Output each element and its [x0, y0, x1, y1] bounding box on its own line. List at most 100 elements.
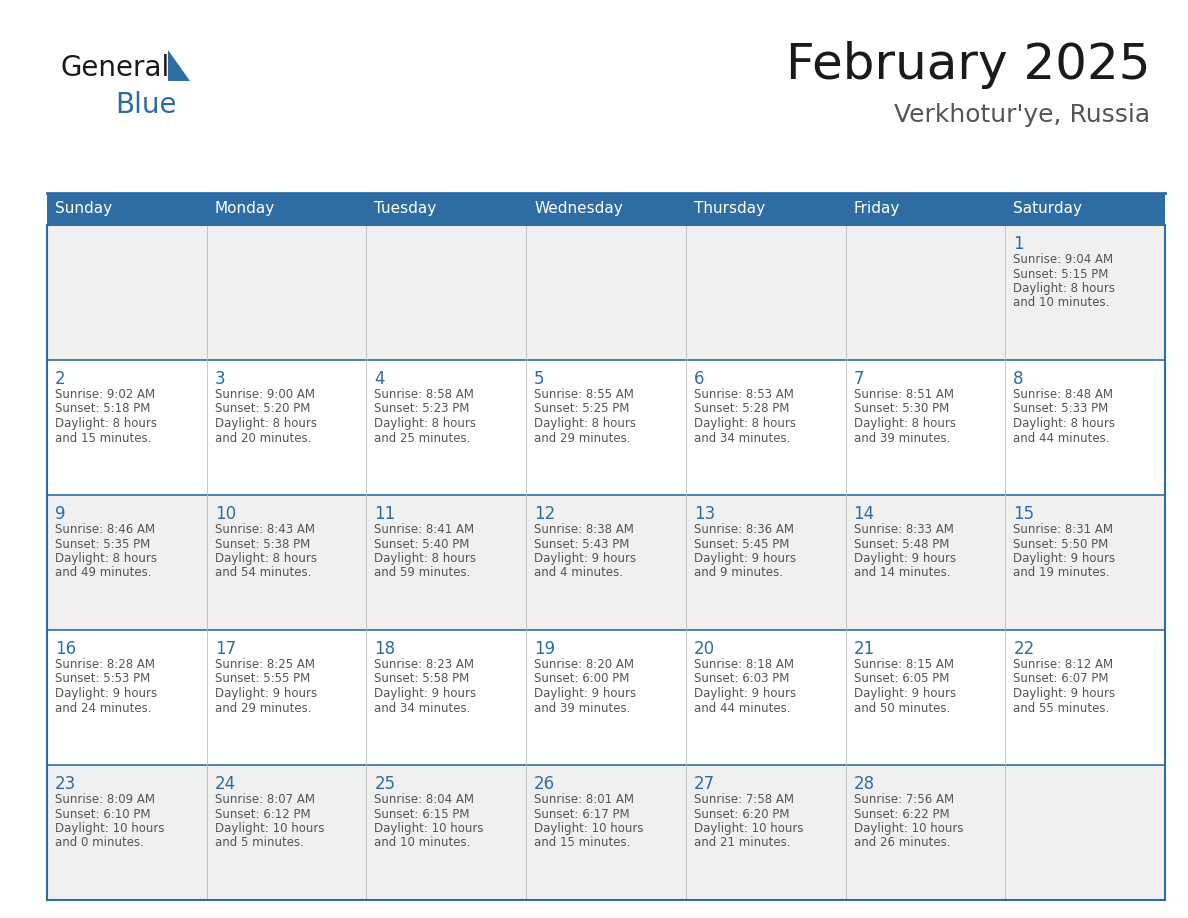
- Text: Sunset: 5:25 PM: Sunset: 5:25 PM: [535, 402, 630, 416]
- Text: Sunset: 5:28 PM: Sunset: 5:28 PM: [694, 402, 789, 416]
- Text: Daylight: 9 hours: Daylight: 9 hours: [1013, 552, 1116, 565]
- Text: 8: 8: [1013, 370, 1024, 388]
- Text: and 59 minutes.: and 59 minutes.: [374, 566, 470, 579]
- Text: and 54 minutes.: and 54 minutes.: [215, 566, 311, 579]
- Text: and 25 minutes.: and 25 minutes.: [374, 431, 470, 444]
- Text: 10: 10: [215, 505, 236, 523]
- Text: and 15 minutes.: and 15 minutes.: [55, 431, 151, 444]
- Text: Sunrise: 8:43 AM: Sunrise: 8:43 AM: [215, 523, 315, 536]
- Text: and 19 minutes.: and 19 minutes.: [1013, 566, 1110, 579]
- Text: Sunrise: 8:23 AM: Sunrise: 8:23 AM: [374, 658, 474, 671]
- Text: Sunrise: 7:56 AM: Sunrise: 7:56 AM: [853, 793, 954, 806]
- Bar: [48, 495, 207, 630]
- Text: and 34 minutes.: and 34 minutes.: [374, 701, 470, 714]
- Bar: [526, 765, 685, 900]
- Bar: [48, 225, 207, 360]
- Text: Sunset: 5:50 PM: Sunset: 5:50 PM: [1013, 538, 1108, 551]
- Text: Sunset: 5:18 PM: Sunset: 5:18 PM: [55, 402, 151, 416]
- Text: Daylight: 9 hours: Daylight: 9 hours: [1013, 687, 1116, 700]
- Text: Sunrise: 8:07 AM: Sunrise: 8:07 AM: [215, 793, 315, 806]
- Text: Sunrise: 8:55 AM: Sunrise: 8:55 AM: [535, 388, 634, 401]
- Text: Verkhotur'ye, Russia: Verkhotur'ye, Russia: [893, 103, 1150, 127]
- Bar: [846, 495, 1005, 630]
- Text: Daylight: 10 hours: Daylight: 10 hours: [215, 822, 324, 835]
- Text: Sunrise: 8:33 AM: Sunrise: 8:33 AM: [853, 523, 954, 536]
- Text: Sunrise: 8:09 AM: Sunrise: 8:09 AM: [55, 793, 154, 806]
- Text: Sunset: 5:58 PM: Sunset: 5:58 PM: [374, 673, 469, 686]
- Text: Sunday: Sunday: [55, 201, 112, 217]
- Text: Sunrise: 9:04 AM: Sunrise: 9:04 AM: [1013, 253, 1113, 266]
- Text: Sunset: 5:55 PM: Sunset: 5:55 PM: [215, 673, 310, 686]
- Text: 23: 23: [55, 775, 76, 793]
- Text: Daylight: 8 hours: Daylight: 8 hours: [215, 552, 317, 565]
- Text: Sunrise: 8:31 AM: Sunrise: 8:31 AM: [1013, 523, 1113, 536]
- Bar: [846, 630, 1005, 765]
- Text: and 14 minutes.: and 14 minutes.: [853, 566, 950, 579]
- Bar: [1005, 360, 1165, 495]
- Text: and 44 minutes.: and 44 minutes.: [694, 701, 790, 714]
- Text: Daylight: 9 hours: Daylight: 9 hours: [853, 552, 955, 565]
- Text: 17: 17: [215, 640, 236, 658]
- Text: 25: 25: [374, 775, 396, 793]
- Bar: [48, 360, 207, 495]
- Bar: [685, 495, 846, 630]
- Text: Sunrise: 9:00 AM: Sunrise: 9:00 AM: [215, 388, 315, 401]
- Text: and 24 minutes.: and 24 minutes.: [55, 701, 152, 714]
- Text: General: General: [61, 54, 169, 82]
- Text: Sunset: 5:35 PM: Sunset: 5:35 PM: [55, 538, 150, 551]
- Bar: [48, 630, 207, 765]
- Text: Sunset: 5:20 PM: Sunset: 5:20 PM: [215, 402, 310, 416]
- Text: Sunset: 5:38 PM: Sunset: 5:38 PM: [215, 538, 310, 551]
- Text: Tuesday: Tuesday: [374, 201, 437, 217]
- Text: and 0 minutes.: and 0 minutes.: [55, 836, 144, 849]
- Text: Sunrise: 8:51 AM: Sunrise: 8:51 AM: [853, 388, 954, 401]
- Text: 20: 20: [694, 640, 715, 658]
- Text: 19: 19: [535, 640, 555, 658]
- Text: Sunrise: 8:41 AM: Sunrise: 8:41 AM: [374, 523, 474, 536]
- Bar: [48, 765, 207, 900]
- Text: Sunrise: 8:46 AM: Sunrise: 8:46 AM: [55, 523, 156, 536]
- Bar: [207, 225, 366, 360]
- Bar: [207, 193, 366, 225]
- Text: Sunset: 5:53 PM: Sunset: 5:53 PM: [55, 673, 150, 686]
- Bar: [685, 765, 846, 900]
- Bar: [846, 225, 1005, 360]
- Text: 6: 6: [694, 370, 704, 388]
- Text: Thursday: Thursday: [694, 201, 765, 217]
- Text: 13: 13: [694, 505, 715, 523]
- Bar: [685, 360, 846, 495]
- Text: Sunrise: 8:18 AM: Sunrise: 8:18 AM: [694, 658, 794, 671]
- Bar: [366, 630, 526, 765]
- Text: Daylight: 8 hours: Daylight: 8 hours: [55, 417, 157, 430]
- Text: and 39 minutes.: and 39 minutes.: [535, 701, 631, 714]
- Text: Daylight: 8 hours: Daylight: 8 hours: [1013, 417, 1116, 430]
- Text: Sunset: 5:33 PM: Sunset: 5:33 PM: [1013, 402, 1108, 416]
- Bar: [366, 765, 526, 900]
- Bar: [366, 225, 526, 360]
- Bar: [526, 495, 685, 630]
- Text: 3: 3: [215, 370, 226, 388]
- Text: Sunset: 5:40 PM: Sunset: 5:40 PM: [374, 538, 469, 551]
- Text: and 29 minutes.: and 29 minutes.: [215, 701, 311, 714]
- Text: Daylight: 8 hours: Daylight: 8 hours: [374, 552, 476, 565]
- Bar: [207, 630, 366, 765]
- Text: Daylight: 8 hours: Daylight: 8 hours: [374, 417, 476, 430]
- Bar: [1005, 225, 1165, 360]
- Bar: [846, 765, 1005, 900]
- Text: Daylight: 8 hours: Daylight: 8 hours: [1013, 282, 1116, 295]
- Text: 14: 14: [853, 505, 874, 523]
- Text: Sunset: 6:05 PM: Sunset: 6:05 PM: [853, 673, 949, 686]
- Text: and 49 minutes.: and 49 minutes.: [55, 566, 152, 579]
- Text: Sunset: 5:23 PM: Sunset: 5:23 PM: [374, 402, 469, 416]
- Text: Sunset: 5:30 PM: Sunset: 5:30 PM: [853, 402, 949, 416]
- Text: Blue: Blue: [115, 91, 177, 119]
- Bar: [48, 193, 207, 225]
- Bar: [846, 360, 1005, 495]
- Text: Sunset: 6:03 PM: Sunset: 6:03 PM: [694, 673, 789, 686]
- Text: Sunrise: 8:48 AM: Sunrise: 8:48 AM: [1013, 388, 1113, 401]
- Text: Sunset: 5:45 PM: Sunset: 5:45 PM: [694, 538, 789, 551]
- Text: Daylight: 10 hours: Daylight: 10 hours: [374, 822, 484, 835]
- Text: Sunrise: 8:58 AM: Sunrise: 8:58 AM: [374, 388, 474, 401]
- Text: Daylight: 8 hours: Daylight: 8 hours: [215, 417, 317, 430]
- Text: Sunrise: 7:58 AM: Sunrise: 7:58 AM: [694, 793, 794, 806]
